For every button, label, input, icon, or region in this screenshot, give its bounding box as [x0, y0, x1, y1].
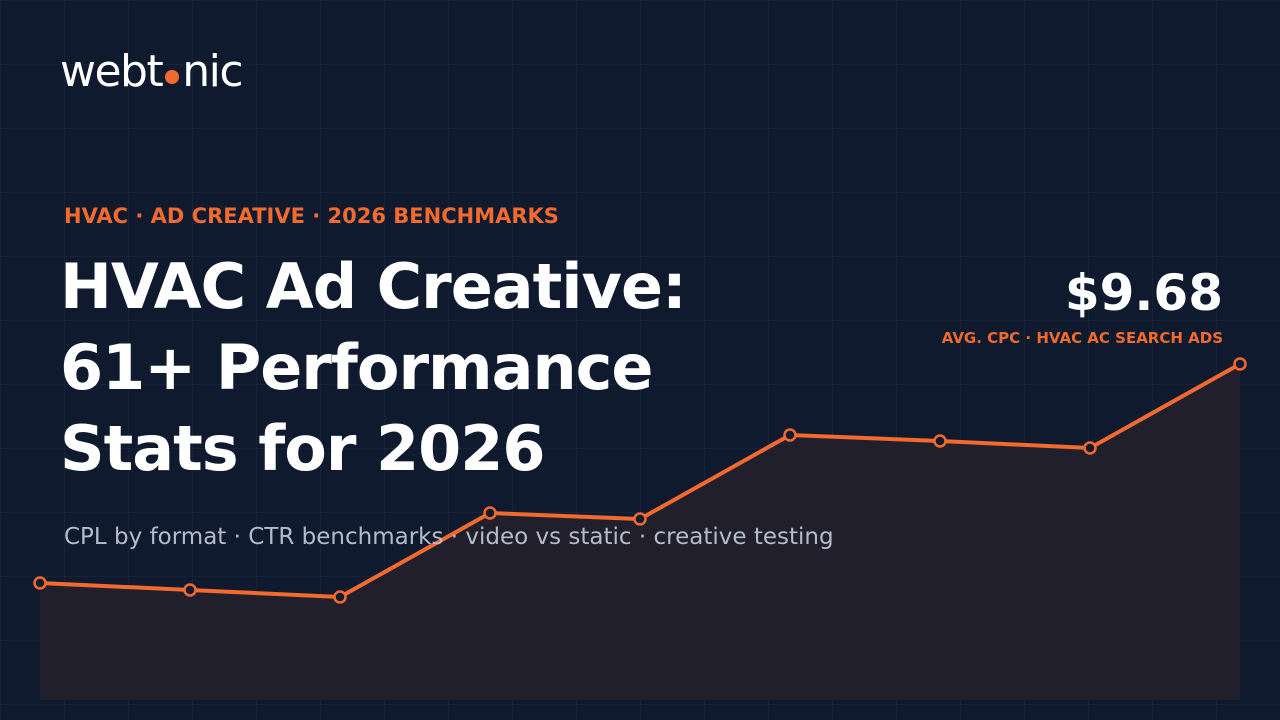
trend-point [183, 583, 197, 597]
trend-point [333, 590, 347, 604]
trend-points [33, 357, 1247, 604]
title: HVAC Ad Creative: 61+ Performance Stats … [60, 246, 687, 489]
subtitle: CPL by format · CTR benchmarks · video v… [64, 524, 834, 550]
logo-dot [165, 69, 180, 84]
trend-point [33, 576, 47, 590]
stat-caption: AVG. CPC · HVAC AC SEARCH ADS [941, 329, 1223, 347]
trend-point [633, 512, 647, 526]
stat-value: $9.68 [1064, 264, 1223, 322]
trend-point [783, 428, 797, 442]
trend-point [1083, 441, 1097, 455]
logo-text: webt [60, 46, 164, 97]
trend-point [483, 506, 497, 520]
trend-point [933, 434, 947, 448]
trend-area [40, 364, 1240, 700]
title-line: HVAC Ad Creative: [60, 250, 687, 323]
logo-text: nic [182, 46, 243, 97]
trend-point [1233, 357, 1247, 371]
logo: webt nic [60, 46, 244, 97]
title-line: 61+ Performance [60, 331, 653, 404]
title-line: Stats for 2026 [60, 412, 546, 485]
kicker: HVAC · AD CREATIVE · 2026 BENCHMARKS [64, 204, 559, 228]
